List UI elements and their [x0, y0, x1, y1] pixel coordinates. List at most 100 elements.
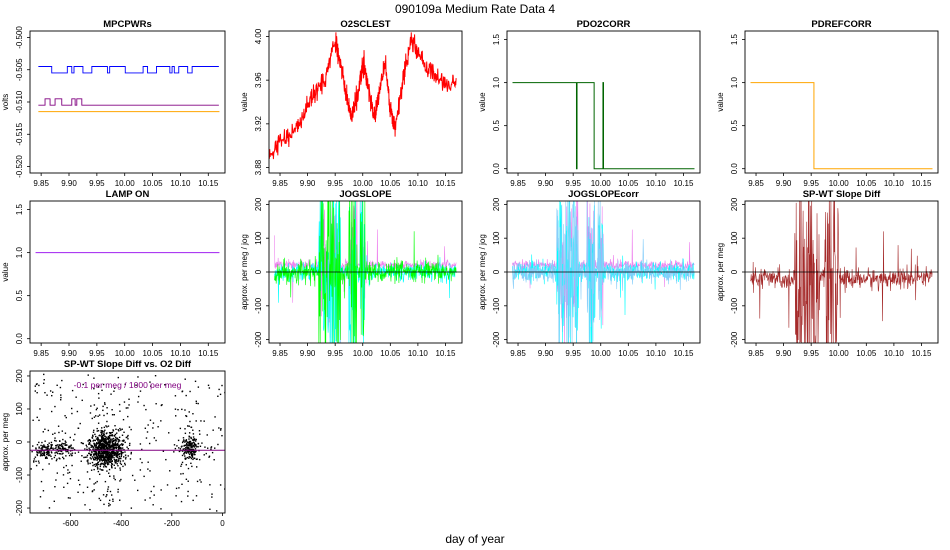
scatter-point [137, 489, 139, 492]
scatter-point [101, 437, 103, 439]
scatter-point [105, 436, 107, 438]
scatter-point [89, 448, 91, 451]
scatter-point [108, 457, 110, 459]
scatter-point [187, 451, 189, 453]
scatter-point [95, 463, 97, 465]
scatter-point [69, 477, 72, 480]
scatter-point [96, 453, 98, 455]
scatter-point [195, 446, 197, 448]
scatter-point [173, 444, 176, 446]
scatter-point [139, 390, 142, 392]
scatter-point [90, 444, 92, 447]
scatter-point [219, 393, 222, 396]
scatter-point [125, 456, 127, 459]
scatter-point [48, 442, 50, 444]
scatter-point [42, 452, 44, 454]
scatter-point [188, 425, 190, 427]
scatter-point [86, 454, 89, 457]
plot-data [269, 201, 462, 343]
scatter-point [104, 460, 106, 462]
scatter-point [99, 468, 101, 470]
scatter-point [46, 447, 48, 449]
scatter-point [68, 471, 71, 474]
scatter-point [92, 440, 94, 442]
scatter-point [108, 445, 111, 448]
scatter-point [104, 453, 107, 455]
scatter-point [120, 450, 123, 453]
scatter-point [77, 427, 80, 429]
scatter-point [122, 440, 125, 442]
y-axis-label: approx. per meg / jog [478, 234, 487, 310]
scatter-point [55, 444, 57, 447]
scatter-point [199, 445, 202, 447]
scatter-point [75, 396, 77, 398]
scatter-point [108, 448, 110, 451]
scatter-point [59, 453, 62, 455]
scatter-point [51, 458, 53, 460]
scatter-point [211, 493, 213, 495]
panel-9: SP-WT Slope Diff vs. O2 Diff approx. per … [1, 359, 226, 528]
scatter-point [120, 448, 122, 450]
scatter-point [113, 446, 115, 448]
scatter-point [103, 503, 105, 506]
scatter-point [98, 457, 100, 459]
scatter-point [114, 478, 116, 481]
scatter-point [191, 454, 194, 456]
scatter-point [69, 450, 72, 452]
scatter-point [174, 408, 177, 410]
scatter-point [93, 377, 95, 379]
scatter-point [89, 478, 91, 480]
scatter-point [89, 508, 91, 511]
scatter-point [103, 458, 105, 460]
scatter-point [61, 430, 64, 432]
y-tick-label: 3.92 [254, 116, 263, 132]
scatter-point [67, 472, 69, 474]
scatter-point [50, 444, 52, 446]
scatter-point [196, 480, 199, 483]
scatter-point [48, 463, 50, 465]
scatter-point [112, 444, 114, 446]
scatter-point [185, 443, 188, 445]
scatter-point [64, 444, 66, 446]
scatter-point [110, 451, 113, 454]
scatter-point [50, 444, 53, 447]
scatter-point [93, 439, 95, 441]
scatter-point [101, 446, 103, 448]
scatter-point [106, 407, 108, 409]
y-axis-label: value [716, 92, 725, 112]
scatter-point [50, 447, 53, 449]
x-tick-label: 9.95 [565, 349, 581, 358]
scatter-point [104, 445, 107, 448]
scatter-point [96, 480, 98, 483]
scatter-point [105, 439, 107, 441]
scatter-point [108, 468, 111, 471]
scatter-point [100, 447, 102, 449]
y-tick-label: 0.5 [492, 120, 501, 132]
scatter-point [191, 443, 193, 446]
scatter-point [56, 472, 59, 474]
scatter-point [93, 387, 95, 390]
scatter-point [47, 429, 50, 432]
scatter-point [111, 460, 113, 462]
scatter-point [56, 448, 59, 451]
scatter-point [94, 465, 97, 467]
y-tick-label: -0.500 [15, 26, 24, 49]
scatter-point [108, 440, 110, 442]
scatter-point [117, 438, 119, 441]
scatter-point [130, 453, 132, 455]
scatter-point [189, 456, 192, 458]
scatter-point [99, 444, 102, 446]
scatter-point [200, 420, 202, 422]
scatter-point [188, 456, 190, 458]
scatter-point [211, 496, 213, 498]
scatter-point [115, 460, 117, 462]
y-tick-label: 1.0 [492, 77, 501, 89]
x-tick-label: 10.05 [618, 349, 639, 358]
scatter-point [64, 415, 66, 417]
scatter-point [57, 425, 60, 427]
scatter-point [98, 414, 101, 416]
scatter-point [88, 443, 90, 446]
scatter-point [99, 434, 101, 436]
scatter-point [106, 470, 108, 472]
scatter-point [96, 448, 98, 451]
